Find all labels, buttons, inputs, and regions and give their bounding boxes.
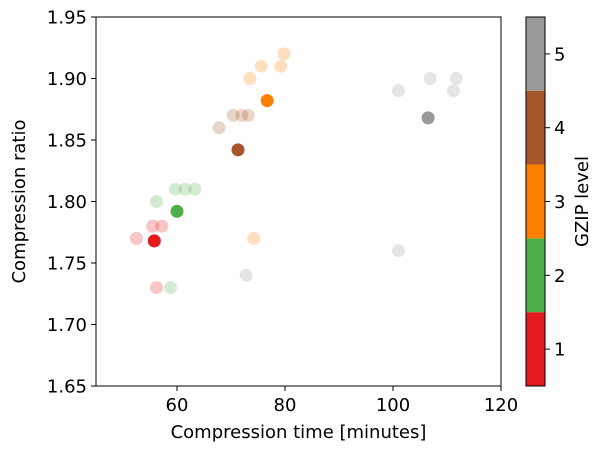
x-tick-label-0: 60	[166, 395, 189, 416]
data-point-level-2-4	[188, 182, 202, 196]
data-point-level-3-1	[254, 59, 268, 73]
x-tick-label-1: 80	[274, 395, 297, 416]
plot-points	[130, 47, 463, 295]
data-point-level-3-3	[274, 59, 288, 73]
colorbar-tick-label-3: 4	[554, 118, 565, 139]
colorbar: 1 2 3 4 5	[525, 16, 565, 387]
colorbar-segment-5	[526, 17, 545, 91]
data-point-level-5-0	[239, 268, 253, 282]
data-point-level-2-1	[164, 281, 178, 295]
data-point-level-1-0	[130, 231, 143, 245]
y-tick-label-6: 1.95	[47, 8, 87, 29]
data-point-level-5-5	[449, 72, 463, 85]
mean-point-level-5	[421, 111, 435, 125]
y-tick-label-2: 1.75	[47, 254, 87, 275]
mean-point-level-4	[231, 143, 245, 157]
y-axis-label: Compression ratio	[9, 119, 30, 283]
data-point-level-5-3	[423, 72, 437, 85]
y-tick-label-4: 1.85	[47, 131, 87, 152]
mean-point-level-2	[170, 204, 184, 218]
data-point-level-5-1	[391, 84, 405, 98]
data-point-level-3-4	[277, 47, 291, 61]
data-point-level-1-2	[149, 281, 163, 295]
data-point-level-3-2	[247, 231, 261, 245]
colorbar-label: GZIP level	[572, 156, 593, 247]
data-point-level-1-1	[146, 219, 160, 233]
data-point-level-5-4	[446, 84, 460, 98]
data-point-level-4-2	[235, 108, 249, 122]
colorbar-tick-label-4: 5	[554, 44, 565, 65]
data-point-level-4-0	[212, 121, 226, 135]
data-point-level-4-1	[226, 108, 240, 122]
x-axis-ticks: 60 80 100 120	[166, 386, 518, 416]
data-point-level-5-2	[391, 244, 405, 258]
mean-point-level-3	[260, 94, 274, 108]
colorbar-tick-label-1: 2	[554, 266, 565, 287]
x-axis-label: Compression time [minutes]	[171, 422, 427, 443]
data-point-level-4-3	[241, 108, 255, 122]
colorbar-tick-label-2: 3	[554, 192, 565, 213]
data-point-level-2-0	[149, 195, 163, 208]
y-axis-ticks: 1.65 1.70 1.75 1.80 1.85 1.90 1.95	[47, 8, 96, 398]
colorbar-segment-3	[526, 164, 545, 239]
y-tick-label-1: 1.70	[47, 315, 87, 336]
colorbar-segment-4	[526, 90, 545, 165]
y-tick-label-3: 1.80	[47, 192, 87, 213]
y-tick-label-0: 1.65	[47, 377, 87, 398]
x-tick-label-3: 120	[484, 395, 518, 416]
y-tick-label-5: 1.90	[47, 69, 87, 90]
data-point-level-2-2	[168, 182, 182, 196]
colorbar-segment-2	[526, 238, 545, 313]
data-point-level-3-0	[243, 72, 257, 85]
colorbar-segment-1	[526, 312, 545, 386]
x-tick-label-2: 100	[376, 395, 410, 416]
data-point-level-1-3	[155, 219, 169, 233]
colorbar-tick-label-0: 1	[554, 340, 565, 361]
data-point-level-2-3	[178, 182, 192, 196]
mean-point-level-1	[147, 234, 161, 248]
